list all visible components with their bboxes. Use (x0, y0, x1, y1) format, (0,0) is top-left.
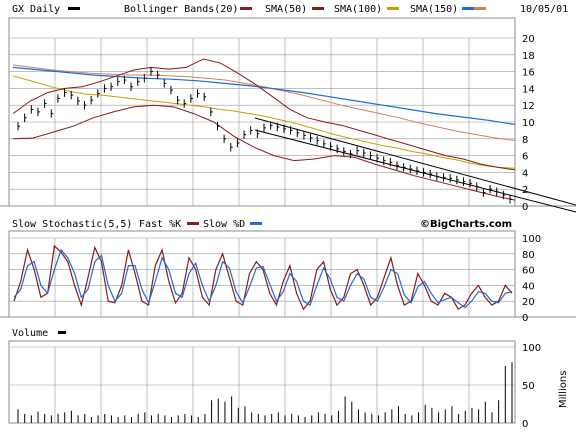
slow-d-line (13, 248, 513, 309)
trend-channel-lower (254, 129, 576, 213)
volume-tick-labels: 0 50 100 (522, 343, 541, 430)
y-tick-label: 8 (522, 135, 528, 146)
stochastic-series (13, 244, 513, 311)
volume-grid (9, 346, 515, 424)
legend-sma150-swatch (462, 7, 474, 10)
y-tick-label: 20 (522, 297, 535, 308)
stochastic-tick-labels: 0 20 40 60 80 100 (522, 234, 541, 324)
y-tick-label: 2 (522, 185, 528, 196)
price-series (12, 58, 516, 204)
y-tick-label: 18 (522, 51, 535, 62)
legend-sma100-label: SMA(100) (334, 4, 382, 15)
legend-sma50-label: SMA(50) (265, 4, 307, 15)
price-grid (9, 37, 515, 207)
fast-k-label: Fast %K (139, 219, 181, 230)
y-tick-label: 14 (522, 84, 535, 95)
slow-d-label: Slow %D (203, 219, 245, 230)
legend-extra-swatch (474, 7, 486, 10)
legend-sma150-label: SMA(150) (410, 4, 458, 15)
bigcharts-brand: ©BigCharts.com (420, 219, 512, 230)
y-tick-label: 40 (522, 281, 535, 292)
price-panel (8, 17, 516, 207)
y-tick-label: 20 (522, 34, 535, 45)
volume-swatch (58, 331, 66, 334)
slow-d-swatch (250, 222, 262, 225)
fast-k-swatch (187, 222, 199, 225)
y-tick-label: 60 (522, 266, 535, 277)
sma150-line-series (12, 64, 516, 141)
y-tick-label: 50 (522, 381, 535, 392)
y-tick-label: 0 (522, 419, 528, 430)
symbol-swatch (68, 7, 80, 10)
volume-panel (8, 340, 516, 424)
legend-sma100-swatch (387, 7, 399, 10)
y-tick-label: 100 (522, 343, 541, 354)
y-tick-label: 80 (522, 250, 535, 261)
y-tick-label: 100 (522, 234, 541, 245)
sma100-line-series (12, 66, 516, 126)
legend-bollinger-label: Bollinger Bands(20) (124, 4, 238, 15)
trend-channel-upper (254, 117, 576, 206)
y-tick-label: 6 (522, 152, 528, 163)
fast-k-line (13, 244, 513, 311)
volume-bars (17, 362, 513, 423)
y-tick-label: 16 (522, 68, 535, 79)
legend-bollinger-swatch (240, 7, 252, 10)
y-tick-label: 4 (522, 168, 528, 179)
volume-label: Volume (12, 328, 48, 339)
bollinger-lower-series (12, 104, 516, 201)
y-tick-label: 12 (522, 101, 535, 112)
bollinger-upper-series (12, 58, 516, 171)
price-tick-labels: 0 2 4 6 8 10 12 14 16 18 20 (522, 34, 535, 213)
stochastic-grid (9, 237, 515, 318)
legend-sma50-swatch (312, 7, 324, 10)
y-tick-label: 10 (522, 118, 535, 129)
stochastic-label: Slow Stochastic(5,5) (12, 219, 132, 230)
y-tick-label: 0 (522, 202, 528, 213)
sma50-line-series (12, 75, 516, 169)
symbol-label: GX Daily (12, 4, 60, 15)
y-tick-label: 0 (522, 313, 528, 324)
date-label: 10/05/01 (520, 4, 568, 15)
volume-axis-label: Millions (558, 371, 569, 408)
